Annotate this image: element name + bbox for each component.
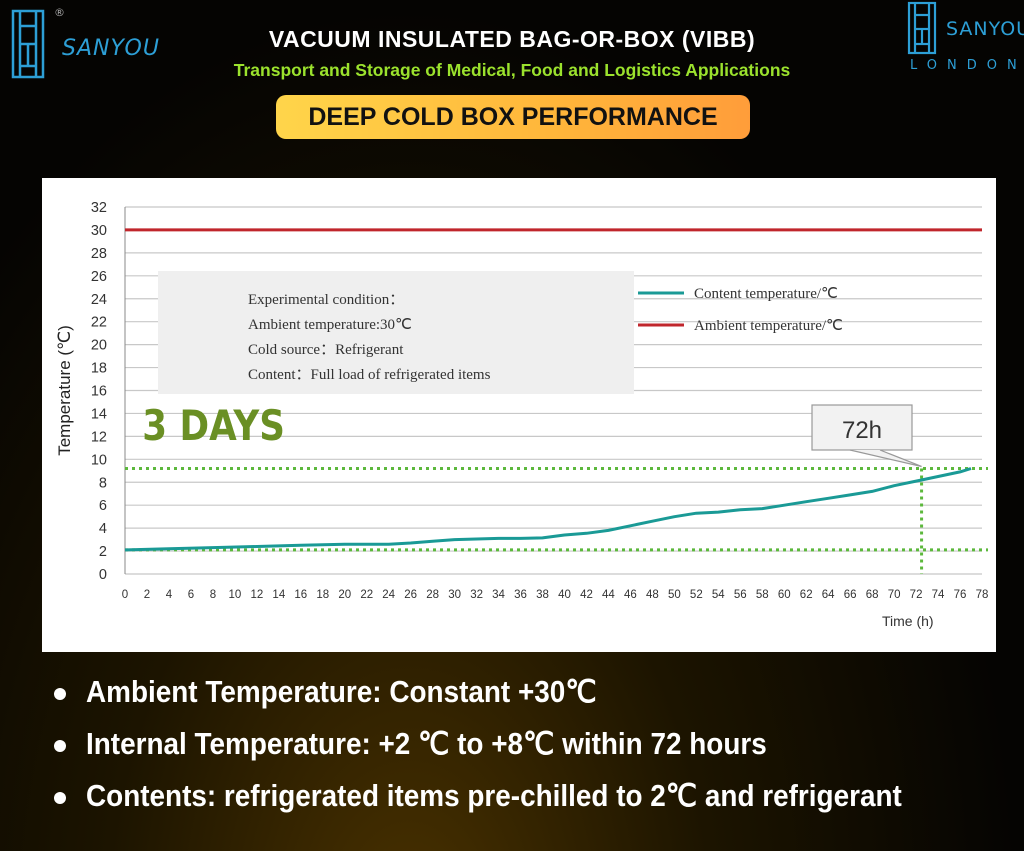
y-axis-label: Temperature (℃) xyxy=(55,325,74,456)
x-tick-label: 0 xyxy=(122,589,128,601)
x-tick-label: 38 xyxy=(536,589,549,601)
y-tick-label: 32 xyxy=(91,200,107,216)
condition-text: Content：Full load of refrigerated items xyxy=(248,367,491,383)
y-tick-label: 30 xyxy=(91,223,107,239)
x-tick-label: 8 xyxy=(210,589,216,601)
x-tick-label: 46 xyxy=(624,589,637,601)
sanyou-mark-icon xyxy=(907,1,937,55)
bullet-icon xyxy=(54,688,66,700)
days-label: 3 DAYS xyxy=(142,402,285,450)
x-tick-label: 52 xyxy=(690,589,703,601)
y-tick-label: 26 xyxy=(91,269,107,285)
x-tick-label: 26 xyxy=(404,589,417,601)
y-tick-label: 6 xyxy=(99,498,107,514)
x-tick-label: 42 xyxy=(580,589,593,601)
legend-label: Content temperature/℃ xyxy=(694,286,838,302)
condition-text: Ambient temperature:30℃ xyxy=(248,317,412,333)
y-tick-label: 18 xyxy=(91,361,107,377)
list-item: Contents: refrigerated items pre-chilled… xyxy=(48,774,1008,826)
list-item: Internal Temperature: +2 ℃ to +8℃ within… xyxy=(48,722,1008,774)
x-tick-label: 4 xyxy=(166,589,173,601)
x-tick-label: 34 xyxy=(492,589,505,601)
registered-mark: ® xyxy=(54,6,65,19)
bullet-text: Internal Temperature: +2 ℃ to +8℃ within… xyxy=(86,726,767,761)
x-tick-label: 20 xyxy=(338,589,351,601)
x-tick-label: 16 xyxy=(294,589,307,601)
bullet-icon xyxy=(54,792,66,804)
sanyou-logo: ® SANYOU xyxy=(10,6,170,84)
x-tick-label: 36 xyxy=(514,589,527,601)
x-tick-label: 30 xyxy=(448,589,461,601)
bullet-text: Contents: refrigerated items pre-chilled… xyxy=(86,778,902,813)
x-tick-label: 56 xyxy=(734,589,747,601)
brand-name-left: SANYOU xyxy=(62,36,160,61)
x-tick-label: 58 xyxy=(756,589,769,601)
page-title: VACUUM INSULATED BAG-OR-BOX (VIBB) xyxy=(268,26,756,52)
condition-box xyxy=(158,271,634,394)
callout-pointer xyxy=(849,449,922,468)
x-tick-label: 54 xyxy=(712,589,725,601)
x-tick-label: 50 xyxy=(668,589,681,601)
y-tick-label: 28 xyxy=(91,246,107,262)
x-tick-label: 28 xyxy=(426,589,439,601)
series-line xyxy=(124,467,972,552)
bullet-icon xyxy=(54,740,66,752)
x-tick-label: 12 xyxy=(250,589,263,601)
feature-list: Ambient Temperature: Constant +30℃ Inter… xyxy=(48,670,1008,826)
x-tick-label: 48 xyxy=(646,589,659,601)
y-tick-label: 22 xyxy=(91,315,107,331)
callout-label: 72h xyxy=(842,417,882,444)
x-tick-label: 78 xyxy=(976,589,989,601)
x-tick-label: 68 xyxy=(866,589,879,601)
x-tick-label: 64 xyxy=(822,589,835,601)
temperature-chart: 0 2 4 6 8 10 12 14 16 18 20 22 24 26 28 30 32 0 2 4 6 8 10 12 14… xyxy=(42,178,996,652)
x-tick-label: 72 xyxy=(910,589,923,601)
condition-text: Cold source：Refrigerant xyxy=(248,342,404,358)
brand-subname: LONDON xyxy=(910,58,1024,73)
callout-box xyxy=(811,404,913,451)
x-tick-label: 44 xyxy=(602,589,615,601)
x-tick-label: 6 xyxy=(188,589,194,601)
performance-badge: DEEP COLD BOX PERFORMANCE xyxy=(276,95,750,139)
x-tick-label: 32 xyxy=(470,589,483,601)
legend-label: Ambient temperature/℃ xyxy=(694,318,843,334)
x-tick-label: 70 xyxy=(888,589,901,601)
x-tick-label: 62 xyxy=(800,589,813,601)
y-tick-label: 24 xyxy=(91,292,107,308)
y-tick-label: 12 xyxy=(91,429,107,445)
x-tick-label: 10 xyxy=(228,589,241,601)
x-tick-label: 40 xyxy=(558,589,571,601)
x-tick-label: 74 xyxy=(932,589,945,601)
page-subtitle: Transport and Storage of Medical, Food a… xyxy=(233,60,791,80)
y-tick-label: 2 xyxy=(99,544,107,560)
x-tick-label: 18 xyxy=(316,589,329,601)
y-tick-label: 0 xyxy=(99,567,107,583)
x-tick-label: 2 xyxy=(144,589,150,601)
y-tick-label: 8 xyxy=(99,475,107,491)
sanyou-mark-icon xyxy=(11,9,45,79)
x-tick-label: 22 xyxy=(360,589,373,601)
x-axis-label: Time (h) xyxy=(882,613,934,629)
brand-name-right: SANYOU xyxy=(946,18,1024,40)
condition-text: Experimental condition： xyxy=(248,292,404,308)
x-tick-label: 14 xyxy=(272,589,285,601)
bullet-text: Ambient Temperature: Constant +30℃ xyxy=(86,674,597,709)
y-tick-label: 10 xyxy=(91,452,107,468)
x-tick-label: 76 xyxy=(954,589,967,601)
x-tick-label: 66 xyxy=(844,589,857,601)
x-tick-label: 24 xyxy=(382,589,395,601)
y-tick-label: 16 xyxy=(91,384,107,400)
y-tick-label: 4 xyxy=(99,521,107,537)
y-tick-label: 14 xyxy=(91,406,107,422)
y-tick-label: 20 xyxy=(91,338,107,354)
sanyou-london-logo: SANYOU LONDON xyxy=(906,0,1024,80)
x-tick-label: 60 xyxy=(778,589,791,601)
list-item: Ambient Temperature: Constant +30℃ xyxy=(48,670,1008,722)
